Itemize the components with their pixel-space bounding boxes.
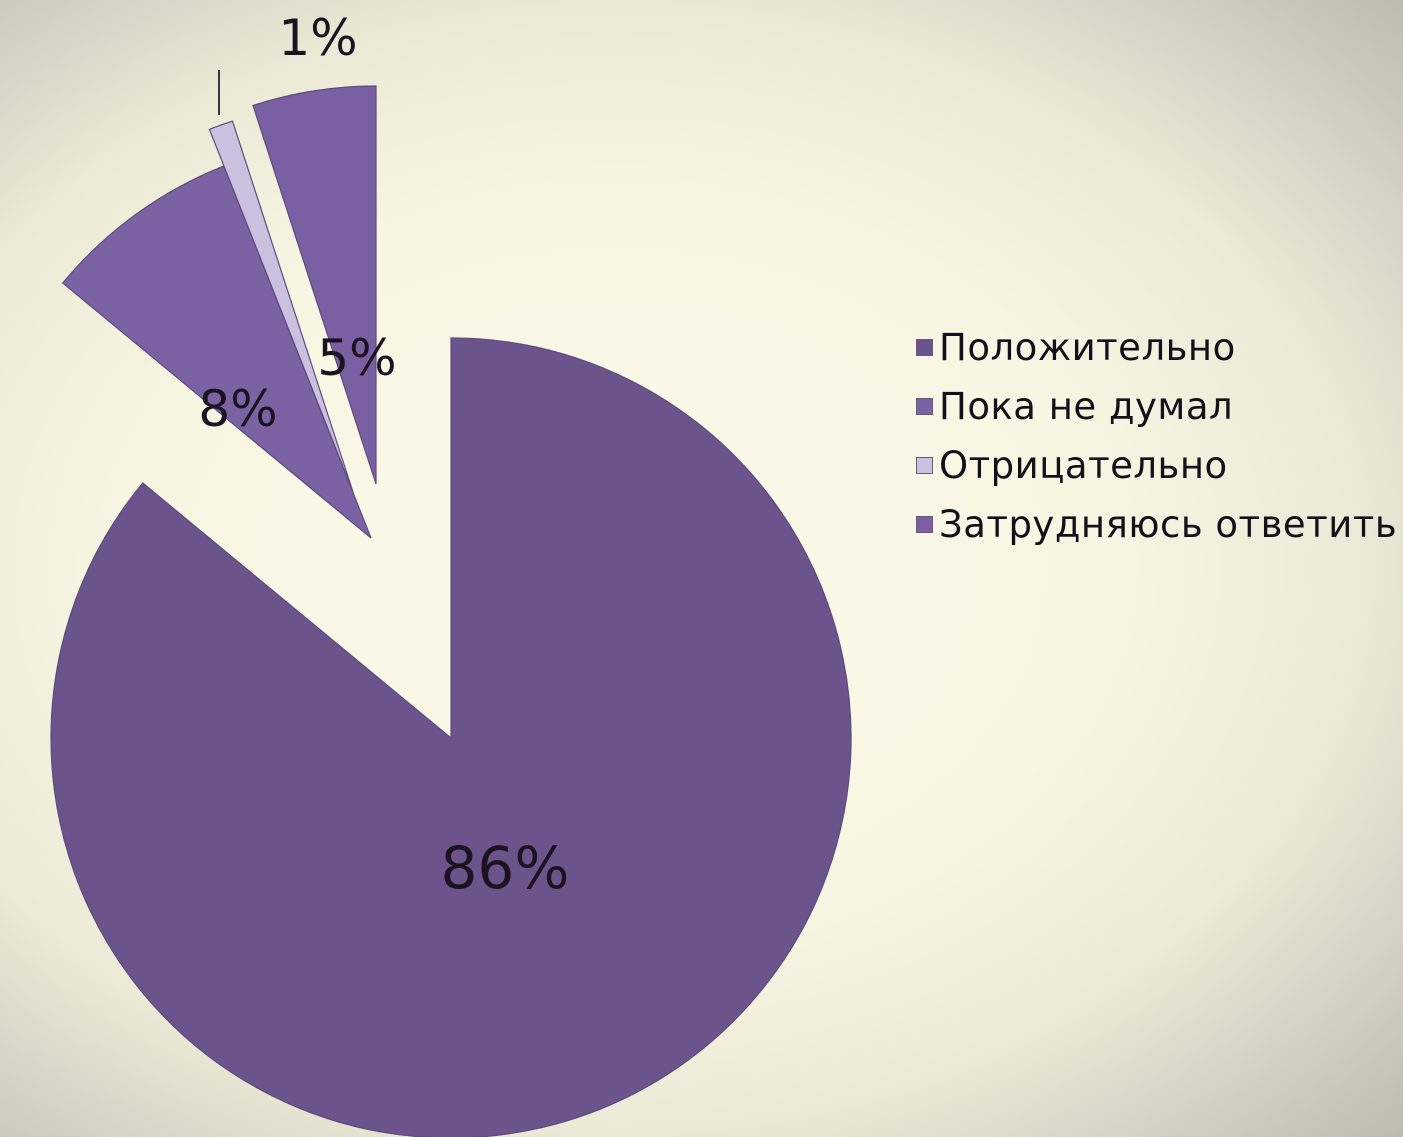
slice-not-thought <box>61 165 372 539</box>
legend-label: Положительно <box>939 326 1236 369</box>
slice-label-not-thought: 8% <box>198 380 277 438</box>
legend-swatch-icon <box>916 339 933 356</box>
legend-swatch-icon <box>916 516 933 533</box>
chart-legend: Положительно Пока не думал Отрицательно … <box>916 318 1398 554</box>
legend-label: Отрицательно <box>939 444 1228 487</box>
legend-label: Затрудняюсь ответить <box>939 503 1398 546</box>
legend-item-hard-to-answer: Затрудняюсь ответить <box>916 495 1398 554</box>
legend-item-not-thought: Пока не думал <box>916 377 1396 436</box>
slice-positive <box>50 337 852 1137</box>
legend-label: Пока не думал <box>939 385 1234 428</box>
legend-swatch-icon <box>916 398 933 415</box>
slice-label-hard-to-answer: 5% <box>317 329 396 387</box>
legend-item-positive: Положительно <box>916 318 1396 377</box>
slice-hard-to-answer <box>252 85 377 485</box>
pie-slices <box>50 85 852 1137</box>
slice-negative <box>208 120 354 493</box>
slice-label-positive: 86% <box>441 834 570 902</box>
slice-label-negative: 1% <box>278 9 357 67</box>
legend-item-negative: Отрицательно <box>916 436 1396 495</box>
legend-swatch-icon <box>916 457 933 474</box>
